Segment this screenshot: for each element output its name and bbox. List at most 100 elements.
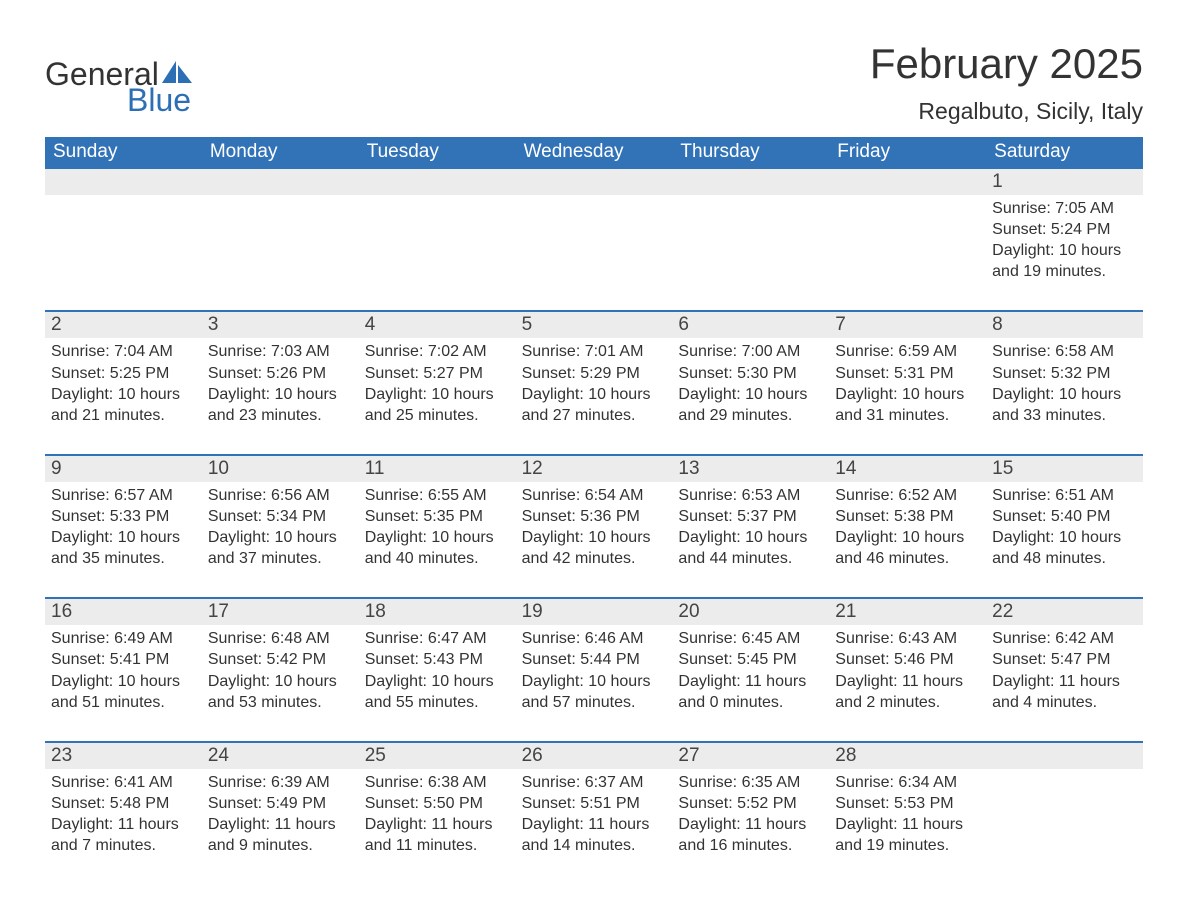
- day-number: 28: [829, 743, 986, 769]
- daycontent-row: Sunrise: 7:04 AMSunset: 5:25 PMDaylight:…: [45, 338, 1143, 429]
- sunrise-text: Sunrise: 7:05 AM: [992, 198, 1137, 219]
- day-cell: Sunrise: 6:54 AMSunset: 5:36 PMDaylight:…: [516, 482, 673, 573]
- weeks-container: 1 Sunrise: 7:05 AMSunset: 5:24 PM Daylight…: [45, 169, 1143, 860]
- day-cell: Sunrise: 6:57 AMSunset: 5:33 PMDaylight:…: [45, 482, 202, 573]
- sunrise-text: Sunrise: 7:04 AM: [51, 341, 196, 362]
- daynum-row: 16171819202122: [45, 599, 1143, 625]
- daylight-text: Daylight: 10 hours and 53 minutes.: [208, 671, 353, 713]
- daylight-text: Daylight: 10 hours and 27 minutes.: [522, 384, 667, 426]
- sunset-text: Sunset: 5:46 PM: [835, 649, 980, 670]
- day-cell: Sunrise: 6:53 AMSunset: 5:37 PMDaylight:…: [672, 482, 829, 573]
- day-cell: Sunrise: 6:41 AMSunset: 5:48 PMDaylight:…: [45, 769, 202, 860]
- sunset-text: Sunset: 5:35 PM: [365, 506, 510, 527]
- day-cell: Sunrise: 6:47 AMSunset: 5:43 PMDaylight:…: [359, 625, 516, 716]
- day-number: 27: [672, 743, 829, 769]
- calendar-week: 232425262728Sunrise: 6:41 AMSunset: 5:48…: [45, 741, 1143, 860]
- day-cell: [829, 195, 986, 286]
- calendar-week: 9101112131415Sunrise: 6:57 AMSunset: 5:3…: [45, 454, 1143, 573]
- day-number: 7: [829, 312, 986, 338]
- day-number: 16: [45, 599, 202, 625]
- sunset-text: Sunset: 5:31 PM: [835, 363, 980, 384]
- day-number: 11: [359, 456, 516, 482]
- sunset-text: Sunset: 5:27 PM: [365, 363, 510, 384]
- daylight-text: Daylight: 10 hours and 46 minutes.: [835, 527, 980, 569]
- day-number: 26: [516, 743, 673, 769]
- day-number: 17: [202, 599, 359, 625]
- day-number: [359, 169, 516, 195]
- sunset-text: Sunset: 5:53 PM: [835, 793, 980, 814]
- day-header-tuesday: Tuesday: [359, 137, 516, 169]
- day-number: 25: [359, 743, 516, 769]
- day-number: [829, 169, 986, 195]
- daylight-text: Daylight: 11 hours and 2 minutes.: [835, 671, 980, 713]
- day-number: 8: [986, 312, 1143, 338]
- location-text: Regalbuto, Sicily, Italy: [870, 98, 1143, 125]
- daylight-text: Daylight: 10 hours and 48 minutes.: [992, 527, 1137, 569]
- day-number: 10: [202, 456, 359, 482]
- day-number: [672, 169, 829, 195]
- day-number: 12: [516, 456, 673, 482]
- day-cell: Sunrise: 6:45 AMSunset: 5:45 PMDaylight:…: [672, 625, 829, 716]
- daylight-text: Daylight: 10 hours and 44 minutes.: [678, 527, 823, 569]
- day-header-thursday: Thursday: [672, 137, 829, 169]
- day-number: [986, 743, 1143, 769]
- sunset-text: Sunset: 5:49 PM: [208, 793, 353, 814]
- sunrise-text: Sunrise: 6:45 AM: [678, 628, 823, 649]
- daylight-text: Daylight: 11 hours and 7 minutes.: [51, 814, 196, 856]
- sunrise-text: Sunrise: 6:51 AM: [992, 485, 1137, 506]
- sunset-text: Sunset: 5:48 PM: [51, 793, 196, 814]
- sunset-text: Sunset: 5:24 PM: [992, 219, 1137, 240]
- day-cell: Sunrise: 7:04 AMSunset: 5:25 PMDaylight:…: [45, 338, 202, 429]
- day-number: 1: [986, 169, 1143, 195]
- daylight-text: Daylight: 11 hours and 4 minutes.: [992, 671, 1137, 713]
- sunset-text: Sunset: 5:42 PM: [208, 649, 353, 670]
- calendar: Sunday Monday Tuesday Wednesday Thursday…: [45, 137, 1143, 860]
- month-title: February 2025: [870, 40, 1143, 88]
- sunset-text: Sunset: 5:43 PM: [365, 649, 510, 670]
- sunset-text: Sunset: 5:41 PM: [51, 649, 196, 670]
- sunrise-text: Sunrise: 6:39 AM: [208, 772, 353, 793]
- day-cell: Sunrise: 6:58 AMSunset: 5:32 PMDaylight:…: [986, 338, 1143, 429]
- day-cell: Sunrise: 6:48 AMSunset: 5:42 PMDaylight:…: [202, 625, 359, 716]
- day-cell: Sunrise: 7:01 AMSunset: 5:29 PMDaylight:…: [516, 338, 673, 429]
- day-cell: [359, 195, 516, 286]
- sunset-text: Sunset: 5:34 PM: [208, 506, 353, 527]
- sunrise-text: Sunrise: 6:53 AM: [678, 485, 823, 506]
- day-header-friday: Friday: [829, 137, 986, 169]
- day-cell: Sunrise: 6:49 AMSunset: 5:41 PMDaylight:…: [45, 625, 202, 716]
- sunset-text: Sunset: 5:29 PM: [522, 363, 667, 384]
- day-cell: Sunrise: 6:55 AMSunset: 5:35 PMDaylight:…: [359, 482, 516, 573]
- sunrise-text: Sunrise: 6:48 AM: [208, 628, 353, 649]
- daylight-text: Daylight: 11 hours and 11 minutes.: [365, 814, 510, 856]
- sunrise-text: Sunrise: 6:34 AM: [835, 772, 980, 793]
- sunrise-text: Sunrise: 6:57 AM: [51, 485, 196, 506]
- day-cell: Sunrise: 7:03 AMSunset: 5:26 PMDaylight:…: [202, 338, 359, 429]
- sunrise-text: Sunrise: 6:52 AM: [835, 485, 980, 506]
- sunrise-text: Sunrise: 7:00 AM: [678, 341, 823, 362]
- day-cell: Sunrise: 6:38 AMSunset: 5:50 PMDaylight:…: [359, 769, 516, 860]
- daylight-text: Daylight: 10 hours and 40 minutes.: [365, 527, 510, 569]
- title-block: February 2025 Regalbuto, Sicily, Italy: [870, 40, 1143, 125]
- daycontent-row: Sunrise: 6:57 AMSunset: 5:33 PMDaylight:…: [45, 482, 1143, 573]
- daylight-text: Daylight: 10 hours and 37 minutes.: [208, 527, 353, 569]
- daylight-text: Daylight: 10 hours and 29 minutes.: [678, 384, 823, 426]
- day-cell: Sunrise: 6:52 AMSunset: 5:38 PMDaylight:…: [829, 482, 986, 573]
- day-cell: Sunrise: 6:56 AMSunset: 5:34 PMDaylight:…: [202, 482, 359, 573]
- sunset-text: Sunset: 5:52 PM: [678, 793, 823, 814]
- day-number: 14: [829, 456, 986, 482]
- sail-icon: [162, 61, 194, 85]
- day-number: 6: [672, 312, 829, 338]
- day-number: 13: [672, 456, 829, 482]
- day-cell: Sunrise: 6:37 AMSunset: 5:51 PMDaylight:…: [516, 769, 673, 860]
- day-header-row: Sunday Monday Tuesday Wednesday Thursday…: [45, 137, 1143, 169]
- sunrise-text: Sunrise: 6:54 AM: [522, 485, 667, 506]
- day-cell: [672, 195, 829, 286]
- day-number: 5: [516, 312, 673, 338]
- logo: General Blue: [45, 40, 194, 116]
- day-cell: Sunrise: 6:43 AMSunset: 5:46 PMDaylight:…: [829, 625, 986, 716]
- daylight-text: Daylight: 10 hours and 21 minutes.: [51, 384, 196, 426]
- sunset-text: Sunset: 5:26 PM: [208, 363, 353, 384]
- day-number: 21: [829, 599, 986, 625]
- daylight-text: Daylight: 11 hours and 19 minutes.: [835, 814, 980, 856]
- sunrise-text: Sunrise: 6:56 AM: [208, 485, 353, 506]
